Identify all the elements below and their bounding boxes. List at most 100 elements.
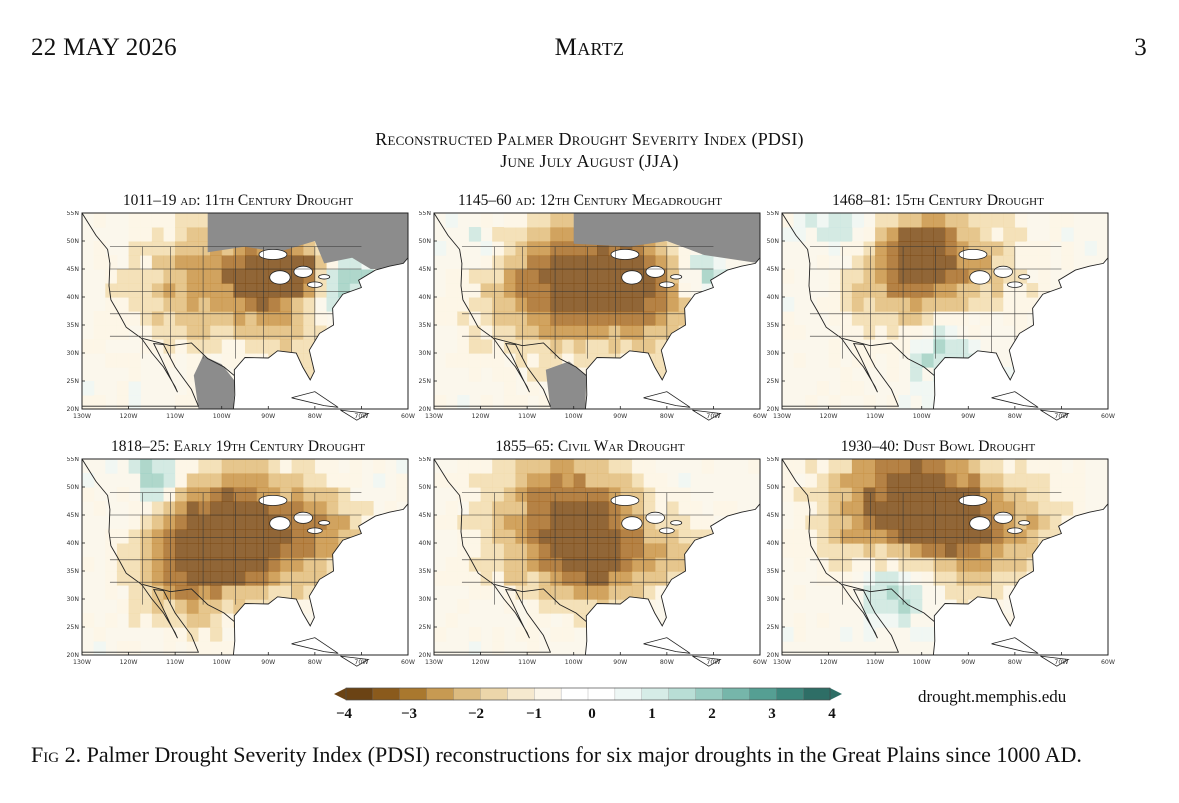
missing-data-region	[193, 355, 235, 409]
lake	[993, 265, 1013, 278]
lat-tick-label: 30N	[766, 596, 779, 603]
lon-tick-label: 100W	[213, 659, 231, 666]
lat-tick-label: 35N	[766, 568, 779, 575]
colorbar-cell	[776, 687, 804, 701]
missing-data-region	[573, 213, 760, 264]
colorbar-cell	[749, 687, 777, 701]
lat-tick-label: 20N	[418, 406, 431, 413]
map-panel-4: 1818–25: Early 19th Century Drought 55N 5…	[58, 438, 418, 678]
lat-tick-label: 35N	[66, 568, 79, 575]
lake	[621, 516, 643, 531]
map-frame	[81, 458, 409, 656]
caption-text: Palmer Drought Severity Index (PDSI) rec…	[81, 742, 1082, 767]
map-frame	[433, 212, 761, 410]
lat-tick-label: 55N	[766, 457, 779, 463]
lake	[670, 520, 683, 526]
lake	[958, 494, 988, 506]
colorbar-frame	[345, 687, 831, 701]
lon-tick-label: 120W	[120, 413, 138, 420]
lat-tick-label: 50N	[66, 484, 79, 491]
colorbar-wet-arrow	[830, 688, 842, 700]
island	[340, 409, 370, 421]
coastlines	[782, 459, 1108, 655]
lake	[969, 516, 991, 531]
lake	[318, 274, 331, 280]
lon-tick-label: 70W	[1054, 659, 1068, 666]
colorbar-cell	[695, 687, 723, 701]
lat-tick-label: 20N	[766, 652, 779, 659]
lon-tick-label: 70W	[1054, 413, 1068, 420]
map-panel-2: 1145–60 ad: 12th Century Megadrought 55N…	[410, 192, 770, 432]
map-panel-1: 1011–19 ad: 11th Century Drought 55N 50N 4…	[58, 192, 418, 432]
lat-tick-label: 45N	[766, 512, 779, 519]
lon-tick-label: 130W	[773, 413, 791, 420]
lake	[993, 511, 1013, 524]
lat-tick-label: 30N	[66, 350, 79, 357]
lon-tick-label: 90W	[613, 413, 627, 420]
lake	[258, 248, 288, 260]
lat-tick-label: 45N	[766, 266, 779, 273]
lat-tick-label: 50N	[766, 238, 779, 245]
lon-tick-label: 80W	[1008, 413, 1022, 420]
lon-tick-label: 130W	[73, 413, 91, 420]
lat-tick-label: 40N	[418, 540, 431, 547]
figure-title-line2: June July August (JJA)	[500, 151, 679, 171]
lon-tick-label: 100W	[213, 413, 231, 420]
map-panel-3: 1468–81: 15th Century Drought 55N 50N 45N 4…	[758, 192, 1118, 432]
island	[643, 391, 691, 408]
lon-tick-label: 90W	[961, 413, 975, 420]
lon-tick-label: 70W	[354, 659, 368, 666]
lon-tick-label: 110W	[166, 659, 184, 666]
lon-tick-label: 130W	[73, 659, 91, 666]
state-borders	[461, 492, 714, 623]
island	[291, 391, 339, 408]
colorbar-cell	[453, 687, 481, 701]
lon-tick-label: 80W	[308, 659, 322, 666]
credit-url: drought.memphis.edu	[918, 687, 1067, 706]
lon-tick-label: 130W	[425, 413, 443, 420]
lon-tick-label: 120W	[472, 413, 490, 420]
lon-tick-label: 120W	[120, 659, 138, 666]
colorbar-tick-label: −2	[467, 706, 485, 722]
coastlines	[782, 213, 1108, 409]
map-panel-6: 1930–40: Dust Bowl Drought 55N 50N 45N 40N 3…	[758, 438, 1118, 678]
lat-tick-label: 25N	[766, 378, 779, 385]
lon-tick-label: 120W	[472, 659, 490, 666]
lon-tick-label: 90W	[261, 413, 275, 420]
lat-tick-label: 35N	[66, 322, 79, 329]
island	[643, 637, 691, 654]
lake	[670, 274, 683, 280]
lon-tick-label: 60W	[753, 413, 767, 420]
island	[991, 637, 1039, 654]
lon-tick-label: 60W	[1101, 659, 1115, 666]
caption-label: Fig 2.	[31, 742, 82, 767]
lat-tick-label: 45N	[418, 266, 431, 273]
lat-tick-label: 45N	[418, 512, 431, 519]
lon-tick-label: 90W	[613, 659, 627, 666]
page-number: 3	[1134, 34, 1147, 61]
lat-tick-label: 50N	[66, 238, 79, 245]
colorbar-tick-label: 3	[768, 706, 776, 722]
coastlines	[82, 213, 408, 409]
lat-tick-label: 20N	[766, 406, 779, 413]
colorbar-tick-label: 1	[648, 706, 656, 722]
lat-tick-label: 50N	[766, 484, 779, 491]
lon-tick-label: 60W	[1101, 413, 1115, 420]
lake	[258, 494, 288, 506]
lat-tick-label: 50N	[418, 484, 431, 491]
lat-tick-label: 55N	[766, 211, 779, 217]
state-borders	[809, 246, 1062, 377]
island	[1040, 409, 1070, 421]
panel-title: 1145–60 ad: 12th Century Megadrought	[457, 192, 723, 209]
colorbar-cell	[480, 687, 508, 701]
state-borders	[809, 492, 1062, 623]
island	[340, 655, 370, 667]
colorbar-cell	[534, 687, 562, 701]
colorbar-cell	[668, 687, 697, 701]
lat-tick-label: 30N	[418, 350, 431, 357]
lon-tick-label: 100W	[565, 659, 583, 666]
coastlines	[82, 459, 408, 655]
lat-tick-label: 40N	[66, 540, 79, 547]
